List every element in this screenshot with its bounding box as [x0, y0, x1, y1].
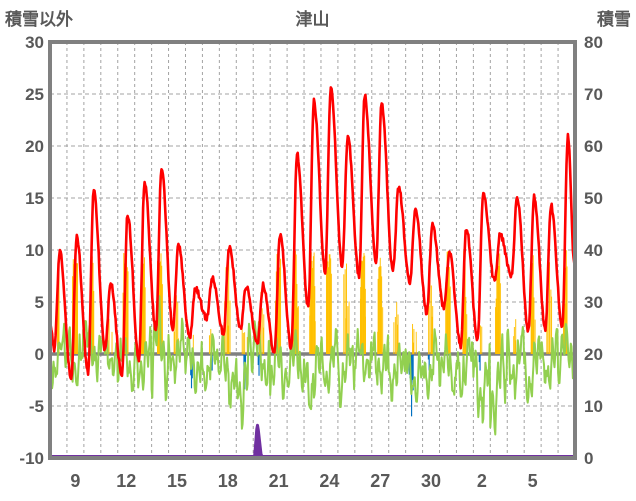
- svg-text:20: 20: [25, 137, 44, 156]
- svg-text:50: 50: [584, 189, 603, 208]
- svg-text:60: 60: [584, 137, 603, 156]
- svg-text:15: 15: [25, 189, 44, 208]
- right-axis-title: 積雪: [597, 10, 631, 29]
- svg-text:10: 10: [584, 397, 603, 416]
- svg-text:10: 10: [25, 241, 44, 260]
- svg-text:12: 12: [116, 471, 136, 491]
- chart-title: 津山: [295, 10, 330, 29]
- svg-text:24: 24: [319, 471, 339, 491]
- svg-text:18: 18: [218, 471, 238, 491]
- svg-text:21: 21: [269, 471, 289, 491]
- svg-text:15: 15: [167, 471, 187, 491]
- svg-text:0: 0: [35, 345, 44, 364]
- svg-text:0: 0: [584, 449, 593, 468]
- svg-text:40: 40: [584, 241, 603, 260]
- svg-text:-5: -5: [29, 397, 44, 416]
- svg-text:30: 30: [584, 293, 603, 312]
- left-axis-title: 積雪以外: [5, 10, 73, 29]
- svg-text:25: 25: [25, 85, 44, 104]
- svg-text:80: 80: [584, 33, 603, 52]
- svg-text:5: 5: [35, 293, 44, 312]
- svg-text:20: 20: [584, 345, 603, 364]
- svg-text:2: 2: [477, 471, 487, 491]
- svg-text:-10: -10: [19, 449, 44, 468]
- svg-text:70: 70: [584, 85, 603, 104]
- svg-text:9: 9: [70, 471, 80, 491]
- svg-text:30: 30: [421, 471, 441, 491]
- svg-text:30: 30: [25, 33, 44, 52]
- svg-text:5: 5: [528, 471, 538, 491]
- svg-text:27: 27: [370, 471, 390, 491]
